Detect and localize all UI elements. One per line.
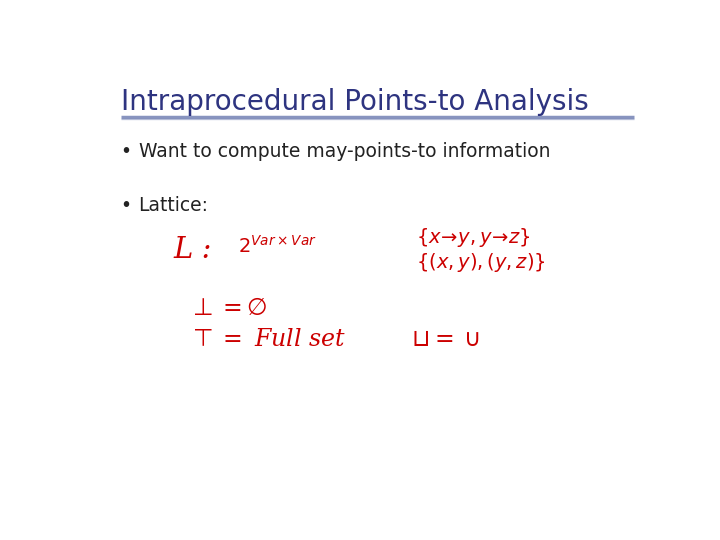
Text: Want to compute may-points-to information: Want to compute may-points-to informatio… bbox=[138, 141, 550, 161]
Text: $\{x\!\to\!y, y\!\to\!z\}$: $\{x\!\to\!y, y\!\to\!z\}$ bbox=[416, 226, 531, 249]
Text: •: • bbox=[121, 196, 132, 215]
Text: $\{(x,y),(y,z)\}$: $\{(x,y),(y,z)\}$ bbox=[416, 251, 546, 274]
Text: $\top =$ Full set: $\top =$ Full set bbox=[188, 328, 346, 350]
Text: Lattice:: Lattice: bbox=[138, 196, 209, 215]
Text: $\bot = \emptyset$: $\bot = \emptyset$ bbox=[188, 296, 267, 320]
Text: Intraprocedural Points-to Analysis: Intraprocedural Points-to Analysis bbox=[121, 87, 588, 116]
Text: •: • bbox=[121, 141, 132, 161]
Text: L :: L : bbox=[174, 236, 212, 264]
Text: $2^{Var \times Var}$: $2^{Var \times Var}$ bbox=[238, 235, 317, 256]
Text: $\sqcup = \cup$: $\sqcup = \cup$ bbox=[411, 328, 479, 350]
